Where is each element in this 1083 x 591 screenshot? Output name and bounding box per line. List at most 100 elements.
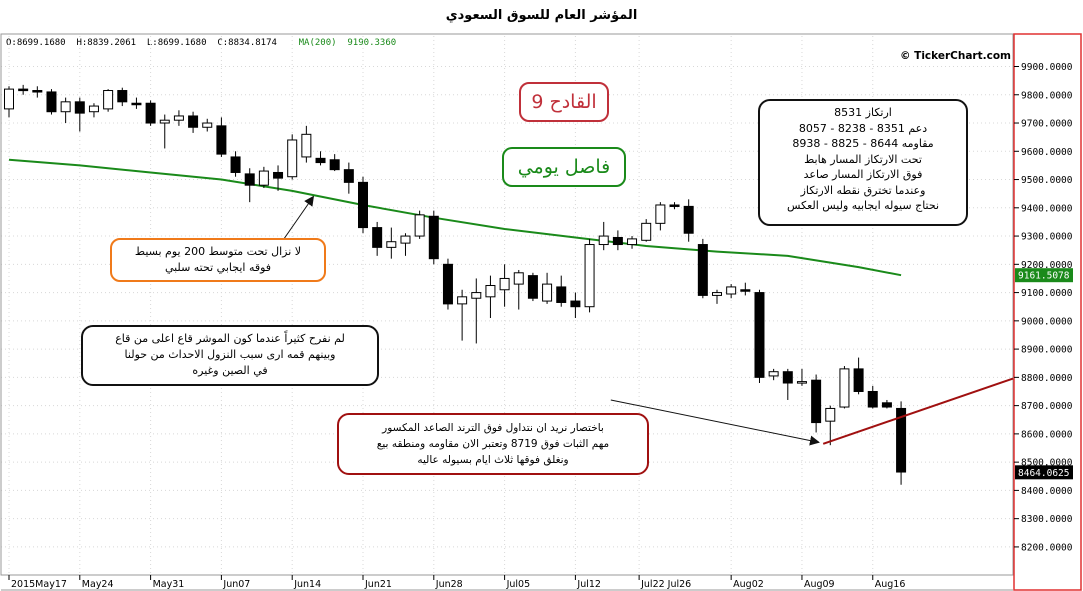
ma-price-badge: [1015, 268, 1073, 283]
candle-body-down: [428, 215, 439, 260]
candle: [740, 282, 751, 296]
candle-body-up: [542, 283, 553, 302]
candle: [202, 118, 213, 132]
candle: [542, 272, 553, 304]
candle-body-up: [159, 119, 170, 124]
candle: [485, 275, 496, 319]
broken-uptrend-line: [822, 377, 1014, 445]
candle: [414, 210, 425, 239]
candle-body-down: [216, 125, 227, 155]
candle-body-down: [74, 101, 85, 114]
candle-body-up: [839, 368, 850, 408]
candle: [768, 368, 779, 381]
candle: [442, 258, 453, 310]
candle: [641, 219, 652, 242]
ma200-line: [8, 158, 902, 277]
candle: [386, 227, 397, 259]
candle: [513, 269, 524, 310]
trend-note-line: ونغلق فوقها ثلاث ايام بسيوله عاليه: [417, 454, 569, 466]
y-tick-label: 9400.0000: [1021, 203, 1073, 214]
candle-body-down: [358, 181, 368, 229]
history-note-line: في الصين وغيره: [192, 364, 268, 377]
levels-line: نحتاج سيوله ايجابيه وليس العكس: [786, 199, 940, 212]
trend-note-box: باختصار نريد ان نتداول فوق الترند الصاعد…: [337, 413, 649, 475]
candle-body-up: [712, 292, 722, 296]
levels-line: فوق الارتكاز المسار صاعد: [803, 168, 923, 181]
candle: [18, 84, 29, 95]
candle-body-down: [32, 90, 43, 93]
candle-body-up: [258, 170, 269, 186]
levels-line: تحت الارتكاز المسار هابط: [804, 152, 922, 166]
candle-body-up: [414, 214, 425, 237]
candle-body-down: [372, 227, 383, 248]
price-price-badge: [1015, 465, 1073, 480]
candle-body-up: [301, 133, 312, 158]
candle-body-down: [754, 292, 765, 378]
trend-note-line: باختصار نريد ان نتداول فوق الترند الصاعد…: [382, 422, 604, 434]
y-tick-label: 8900.0000: [1021, 345, 1073, 356]
candle: [46, 89, 57, 115]
candle-body-up: [4, 88, 14, 110]
history-note-line: لم نفرح كثيراً عندما كون الموشر قاع اعلى…: [115, 332, 345, 345]
candle: [754, 289, 765, 384]
candle: [216, 117, 227, 157]
brand-watermark: © TickerChart.com: [900, 50, 1011, 62]
ma-note-line: لا نزال تحت متوسط 200 يوم بسيط: [134, 245, 302, 258]
timeframe-label: فاصل يومي: [517, 156, 611, 178]
timeframe-box: فاصل يومي: [502, 147, 626, 187]
candle-body-up: [598, 235, 609, 246]
x-tick-label: Jun21: [364, 579, 392, 590]
candle-body-down: [853, 368, 864, 392]
y-tick-label: 9200.0000: [1021, 260, 1073, 271]
candle: [173, 110, 184, 126]
candle-body-down: [697, 244, 708, 296]
ohlc-readout: O:8699.1680 H:8839.2061 L:8699.1680 C:88…: [6, 38, 396, 48]
y-tick-label: 8500.0000: [1021, 458, 1073, 469]
y-tick-label: 9900.0000: [1021, 62, 1073, 73]
candle: [301, 125, 312, 163]
candle: [726, 284, 737, 299]
candle: [570, 292, 581, 319]
candle-body-up: [202, 122, 213, 128]
candle: [315, 151, 326, 166]
candle-body-up: [88, 105, 99, 113]
candle: [400, 233, 411, 256]
candle: [527, 272, 538, 302]
y-tick-label: 8200.0000: [1021, 542, 1073, 553]
candle-body-down: [669, 204, 680, 207]
candle: [612, 230, 623, 251]
candle: [4, 86, 14, 118]
candle-body-up: [499, 277, 510, 291]
candle-body-up: [457, 296, 468, 305]
candle: [499, 264, 510, 307]
candle: [244, 168, 255, 203]
candle-body-down: [131, 102, 142, 106]
levels-box: ارتكاز 8531 دعم 8351 - 8238 - 8057 مقاوم…: [758, 99, 968, 226]
overlay-layer: 9161.5078 8464.0625: [277, 195, 1073, 480]
candle: [825, 405, 836, 446]
x-tick-label: Jul22 Jul26: [640, 579, 691, 590]
candle: [103, 89, 114, 112]
y-tick-label: 9600.0000: [1021, 147, 1073, 158]
candle: [358, 176, 368, 234]
candle: [372, 221, 383, 256]
ma-note-line: فوقه ايجابي تحته سلبي: [164, 261, 272, 274]
candle-body-up: [627, 238, 638, 246]
candle-body-down: [343, 169, 354, 183]
candle-body-up: [287, 139, 298, 178]
x-tick-label: Aug02: [733, 579, 764, 590]
x-tick-label: May31: [153, 579, 185, 590]
levels-line: وعندما تخترق نقطه الارتكاز: [800, 183, 926, 197]
candle: [556, 275, 567, 307]
candle: [457, 289, 468, 341]
y-tick-label: 8800.0000: [1021, 373, 1073, 384]
y-tick-label: 9300.0000: [1021, 232, 1073, 243]
candle: [584, 238, 595, 313]
levels-line: دعم 8351 - 8238 - 8057: [798, 121, 928, 135]
candle: [811, 374, 822, 433]
candle: [88, 103, 99, 118]
candle: [343, 162, 354, 194]
pattern-name-label: القادح 9: [531, 91, 597, 113]
ohlc-values: O:8699.1680 H:8839.2061 L:8699.1680 C:88…: [6, 38, 277, 48]
